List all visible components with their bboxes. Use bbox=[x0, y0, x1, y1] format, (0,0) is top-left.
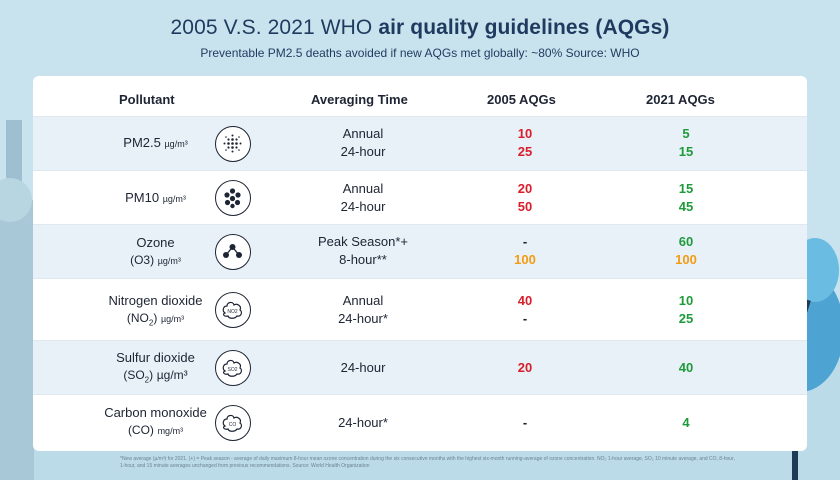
aqg-2021-value: 15 45 bbox=[678, 181, 694, 214]
aqg-2021-value: 60 100 bbox=[675, 234, 697, 267]
particles-icon bbox=[215, 126, 251, 162]
aqg-2005-value: 40 - bbox=[517, 293, 533, 326]
averaging-time: Peak Season*+ 8-hour** bbox=[318, 234, 408, 267]
chimney-graphic bbox=[0, 120, 34, 480]
aqg-2021-value: 10 25 bbox=[678, 293, 694, 326]
title-bold: air quality guidelines (AQGs) bbox=[378, 16, 670, 39]
table-row: PM10 µg/m³ Annual 24-hour 20 50 15 45 bbox=[33, 170, 807, 224]
svg-text:CO: CO bbox=[229, 422, 237, 428]
svg-text:SO2: SO2 bbox=[227, 367, 237, 373]
pollutant-name: Sulfur dioxide (SO2) µg/m³ bbox=[116, 350, 195, 385]
co-icon: CO bbox=[215, 405, 251, 441]
page-title: 2005 V.S. 2021 WHO air quality guideline… bbox=[0, 14, 840, 42]
averaging-time: Annual 24-hour bbox=[340, 181, 386, 214]
aqg-2005-value: - 100 bbox=[514, 234, 536, 267]
aqg-2005-value: - bbox=[522, 415, 528, 430]
aqg-2021-value: 4 bbox=[682, 415, 690, 430]
pollutant-name: Ozone (O3) µg/m³ bbox=[130, 235, 181, 267]
table-row: Carbon monoxide (CO) mg/m³ CO 24-hour* -… bbox=[33, 394, 807, 451]
pollutant-name: Nitrogen dioxide (NO2) µg/m³ bbox=[108, 293, 203, 328]
so2-icon: SO2 bbox=[215, 350, 251, 386]
aqg-2021-value: 40 bbox=[678, 360, 694, 375]
header-2021-aqgs: 2021 AQGs bbox=[646, 92, 715, 107]
table-header: Pollutant Averaging Time 2005 AQGs 2021 … bbox=[33, 76, 807, 116]
table-row: Nitrogen dioxide (NO2) µg/m³ NO2 Annual … bbox=[33, 278, 807, 340]
averaging-time: 24-hour bbox=[340, 360, 386, 375]
header-pollutant: Pollutant bbox=[119, 92, 175, 107]
header-averaging-time: Averaging Time bbox=[311, 92, 408, 107]
header: 2005 V.S. 2021 WHO air quality guideline… bbox=[0, 14, 840, 60]
title-prefix: 2005 V.S. 2021 WHO bbox=[170, 16, 373, 39]
averaging-time: Annual 24-hour* bbox=[338, 293, 388, 326]
header-2005-aqgs: 2005 AQGs bbox=[487, 92, 556, 107]
table-row: Sulfur dioxide (SO2) µg/m³ SO2 24-hour 2… bbox=[33, 340, 807, 394]
pollutant-name: Carbon monoxide (CO) mg/m³ bbox=[104, 405, 207, 437]
page-subtitle: Preventable PM2.5 deaths avoided if new … bbox=[200, 46, 640, 60]
averaging-time: Annual 24-hour bbox=[340, 126, 386, 159]
molecule-icon bbox=[215, 234, 251, 270]
dots-cluster-icon bbox=[215, 180, 251, 216]
averaging-time: 24-hour* bbox=[338, 415, 388, 430]
pollutant-name: PM10 µg/m³ bbox=[125, 190, 186, 205]
aqg-2005-value: 20 50 bbox=[517, 181, 533, 214]
aqg-2005-value: 10 25 bbox=[517, 126, 533, 159]
aqg-table: Pollutant Averaging Time 2005 AQGs 2021 … bbox=[33, 76, 807, 451]
aqg-2005-value: 20 bbox=[517, 360, 533, 375]
table-row: PM2.5 µg/m³ Annual 24-hour 10 25 bbox=[33, 116, 807, 170]
no2-icon: NO2 bbox=[215, 292, 251, 328]
svg-text:NO2: NO2 bbox=[227, 309, 238, 315]
pollutant-name: PM2.5 µg/m³ bbox=[123, 135, 188, 150]
footnote: *New average (µ/m³) for 2021. (+) = Peak… bbox=[120, 456, 735, 469]
table-row: Ozone (O3) µg/m³ Peak Season*+ 8-hour** … bbox=[33, 224, 807, 278]
aqg-2021-value: 5 15 bbox=[678, 126, 694, 159]
